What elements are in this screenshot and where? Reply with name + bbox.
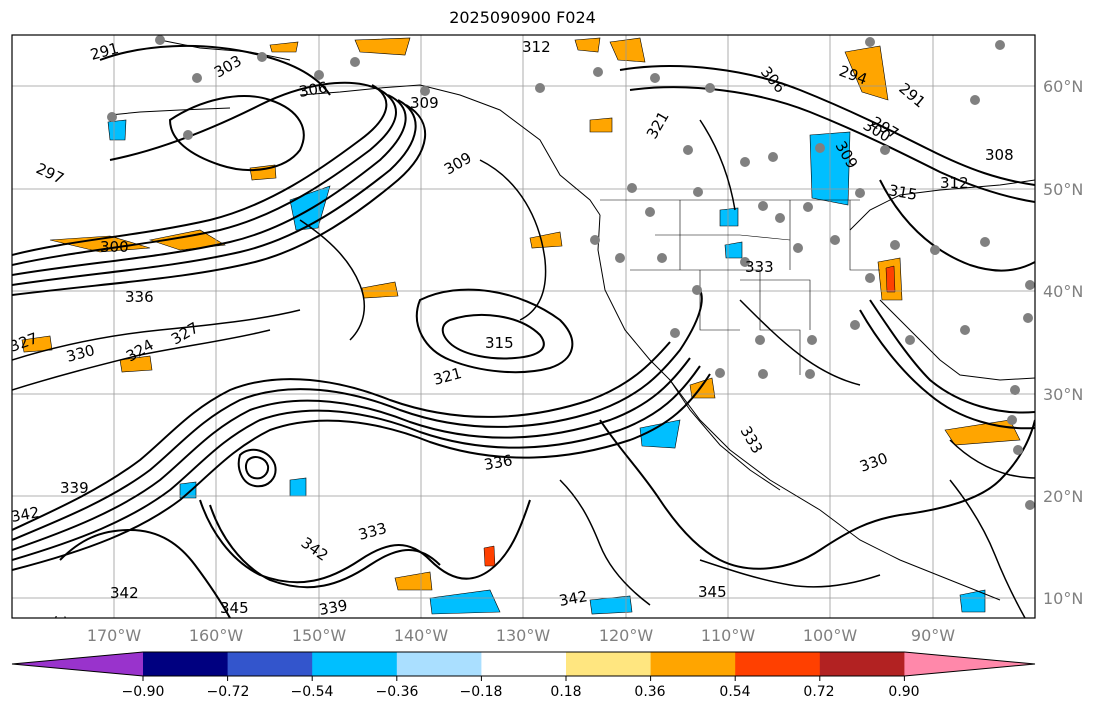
colorbar-tick-label: −0.18: [459, 684, 503, 700]
lon-label: 110°W: [700, 626, 756, 645]
contour-label: 336: [483, 451, 514, 474]
lat-label: 60°N: [1043, 77, 1084, 96]
shaded-positive-areas: [21, 37, 1021, 591]
lon-label: 160°W: [188, 626, 244, 645]
colorbar-tick-label: 0.36: [634, 684, 666, 700]
political-borders: [600, 199, 880, 375]
coastlines: [109, 39, 1035, 601]
lat-label: 10°N: [1043, 589, 1084, 608]
colorbar-tick-label: −0.90: [121, 684, 165, 700]
contour-label: 342: [558, 587, 589, 610]
lat-label: 50°N: [1043, 180, 1084, 199]
lon-label: 170°W: [86, 626, 142, 645]
colorbar-tick-label: 0.90: [888, 684, 920, 700]
lon-label: 140°W: [393, 626, 449, 645]
contour-label: 300: [100, 238, 129, 256]
lon-label: 100°W: [802, 626, 858, 645]
map-title: 2025090900 F024: [449, 8, 596, 27]
contour-label: 308: [985, 146, 1014, 164]
map-frame: [11, 34, 1036, 619]
contour-label: 345: [51, 615, 69, 644]
contour-label: 312: [940, 174, 969, 192]
colorbar-tick-label: −0.72: [206, 684, 250, 700]
colorbar-tick-label: −0.36: [375, 684, 419, 700]
contour-label: 342: [10, 503, 41, 526]
graticule: [12, 35, 1035, 618]
colorbar-tick-label: 0.54: [719, 684, 751, 700]
contour-label: 342: [110, 584, 139, 602]
colorbar-tick-label: 0.72: [803, 684, 835, 700]
shaded-strong-positive-areas: [483, 265, 896, 567]
lon-label: 120°W: [598, 626, 654, 645]
contour-label: 315: [887, 181, 918, 204]
contour-label: 345: [698, 583, 727, 601]
contour-lines-thin: [12, 119, 1035, 618]
contour-label: 336: [125, 288, 154, 306]
lat-label: 40°N: [1043, 282, 1084, 301]
contour-label: 312: [522, 38, 551, 56]
station-markers: [107, 35, 1035, 510]
lon-label: 130°W: [495, 626, 551, 645]
contour-label: 339: [318, 596, 349, 619]
lon-label: 150°W: [291, 626, 347, 645]
contour-label: 315: [485, 334, 514, 352]
contour-lines: [12, 44, 1035, 618]
colorbar-tick-label: −0.54: [290, 684, 334, 700]
colorbar-tick-label: 0.18: [550, 684, 582, 700]
contour-label: 339: [60, 479, 89, 497]
contour-label: 333: [745, 258, 774, 276]
lat-label: 30°N: [1043, 385, 1084, 404]
contour-label: 345: [220, 599, 249, 617]
contour-label: 306: [298, 78, 329, 101]
lat-label: 20°N: [1043, 487, 1084, 506]
lon-label: 90°W: [910, 626, 956, 645]
contour-label: 309: [410, 94, 439, 112]
